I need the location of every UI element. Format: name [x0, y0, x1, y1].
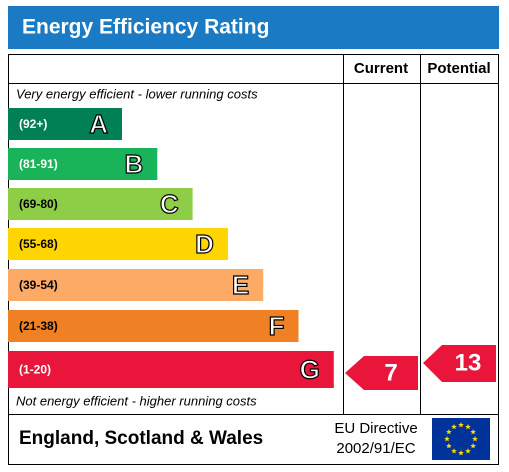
band-bar [8, 148, 158, 180]
current-arrow [345, 356, 418, 390]
eu-star [465, 448, 471, 454]
potential-rating: 13 [455, 349, 482, 376]
band-letter: C [160, 189, 179, 219]
band-range: (92+) [19, 117, 47, 131]
eu-star [446, 443, 452, 449]
column-header: Potential [427, 60, 490, 77]
band-letter: B [125, 149, 144, 179]
band-bar [8, 351, 334, 388]
band-letter: A [89, 109, 108, 139]
eu-star [458, 422, 464, 428]
column-header: Current [354, 60, 408, 77]
header-bar [8, 6, 499, 49]
band-range: (69-80) [19, 197, 58, 211]
band-letter: F [269, 311, 285, 341]
eu-star [444, 436, 450, 442]
eu-star [465, 423, 471, 430]
eu-star [472, 436, 478, 442]
band-range: (81-91) [19, 157, 58, 171]
directive: EU Directive [334, 420, 417, 437]
eu-star [470, 443, 476, 449]
band-bar [8, 310, 299, 342]
current-rating: 7 [384, 359, 397, 386]
eu-star [451, 423, 457, 430]
bottom-note: Not energy efficient - higher running co… [16, 393, 257, 408]
band-letter: E [232, 270, 249, 300]
region: England, Scotland & Wales [19, 428, 263, 449]
band-range: (55-68) [19, 237, 58, 251]
potential-arrow [423, 345, 496, 382]
eu-star [458, 450, 464, 456]
band-bar [8, 108, 122, 140]
band-range: (1-20) [19, 363, 51, 377]
band-bar [8, 188, 193, 220]
top-note: Very energy efficient - lower running co… [16, 86, 258, 101]
band-bar [8, 228, 228, 260]
band-letter: G [300, 354, 320, 384]
eu-star [451, 448, 457, 454]
directive: 2002/91/EC [336, 440, 415, 457]
title: Energy Efficiency Rating [22, 16, 269, 39]
eu-star [446, 429, 452, 435]
band-letter: D [195, 229, 214, 259]
band-range: (39-54) [19, 278, 58, 292]
eu-star [470, 429, 476, 435]
band-range: (21-38) [19, 319, 58, 333]
band-bar [8, 269, 264, 301]
